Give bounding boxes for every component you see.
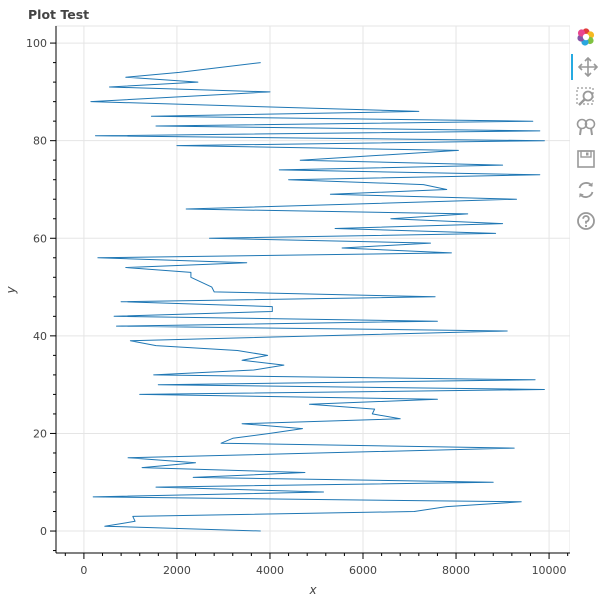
save-tool-button[interactable] bbox=[571, 146, 600, 172]
y-tick-label: 20 bbox=[33, 427, 47, 440]
x-tick-label: 0 bbox=[80, 564, 87, 577]
wheel-zoom-tool-button[interactable] bbox=[571, 114, 600, 140]
x-tick-label: 8000 bbox=[442, 564, 470, 577]
save-icon bbox=[577, 150, 595, 168]
plot-border bbox=[55, 25, 570, 554]
pan-icon bbox=[578, 57, 598, 77]
x-tick-label: 6000 bbox=[349, 564, 377, 577]
y-tick-label: 80 bbox=[33, 135, 47, 148]
help-icon bbox=[577, 212, 595, 230]
wheel-zoom-icon bbox=[576, 118, 596, 136]
chart-title: Plot Test bbox=[28, 7, 90, 22]
x-axis-label: x bbox=[308, 583, 317, 597]
reset-tool-button[interactable] bbox=[571, 177, 600, 203]
grid bbox=[56, 26, 570, 553]
reset-icon bbox=[578, 182, 594, 198]
plot-frame bbox=[55, 25, 570, 554]
y-tick-label: 60 bbox=[33, 232, 47, 245]
y-tick-label: 40 bbox=[33, 330, 47, 343]
y-tick-label: 0 bbox=[40, 525, 47, 538]
help-tool-button[interactable] bbox=[571, 208, 600, 234]
pan-tool-button[interactable] bbox=[571, 54, 600, 80]
series-line bbox=[90, 62, 545, 532]
y-axis: 0 20 40 60 80 100 bbox=[26, 26, 57, 553]
x-tick-label: 10000 bbox=[532, 564, 567, 577]
toolbar bbox=[571, 24, 600, 244]
box-zoom-icon bbox=[576, 87, 594, 106]
series-layer bbox=[90, 62, 545, 532]
bokeh-logo-icon[interactable] bbox=[571, 24, 600, 50]
x-tick-label: 4000 bbox=[256, 564, 284, 577]
y-axis-label: y bbox=[4, 286, 18, 295]
x-axis: 0 2000 4000 6000 8000 10000 bbox=[56, 552, 570, 577]
box-zoom-tool-button[interactable] bbox=[571, 84, 600, 110]
chart-area[interactable]: 0 2000 4000 6000 8000 10000 0 20 40 60 80 100 x y bbox=[0, 0, 570, 600]
y-tick-label: 100 bbox=[26, 37, 47, 50]
x-tick-label: 2000 bbox=[163, 564, 191, 577]
